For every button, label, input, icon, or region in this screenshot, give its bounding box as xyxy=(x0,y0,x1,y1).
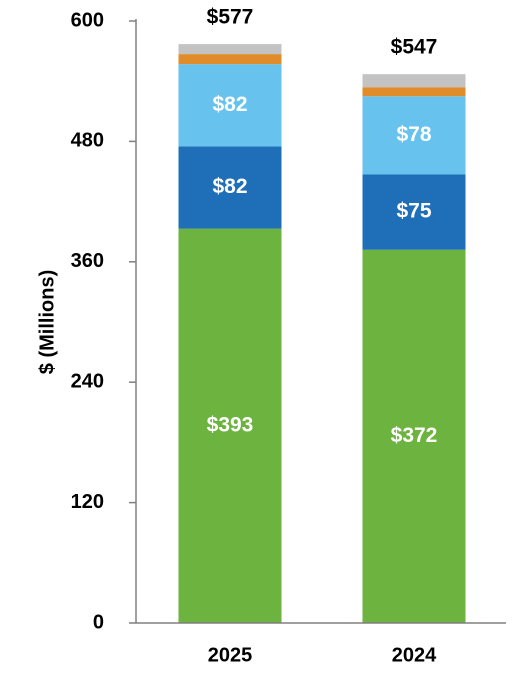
x-tick-layer: 2025 2024 xyxy=(208,644,437,666)
bar-segment-2024-s4 xyxy=(362,74,466,88)
y-axis-title-group: $ (Millions) xyxy=(36,270,58,374)
x-tick-label-2025: 2025 xyxy=(208,644,253,666)
bar-segment-2025-s4 xyxy=(178,44,282,55)
total-label-2025: $577 xyxy=(207,6,254,29)
data-label-2024-s0: $372 xyxy=(391,424,438,447)
data-label-2025-s1: $82 xyxy=(212,175,247,198)
bar-segment-2024-s1 xyxy=(362,174,466,250)
data-label-2025-s2: $82 xyxy=(212,93,247,116)
bar-segment-2025-s0 xyxy=(178,228,282,623)
bar-segment-2024-s0 xyxy=(362,249,466,623)
y-tick-label-0: 0 xyxy=(93,611,104,633)
data-label-2025-s0: $393 xyxy=(207,413,254,436)
y-tick-layer: 0 120 240 360 480 600 xyxy=(71,9,136,633)
y-axis-title: $ (Millions) xyxy=(36,270,58,374)
bars-layer xyxy=(178,44,466,623)
bar-segment-2025-s1 xyxy=(178,146,282,229)
data-label-layer: $393 $82 $82 $577 $372 $75 $78 $547 xyxy=(207,6,438,447)
bar-segment-2025-s2 xyxy=(178,64,282,147)
x-tick-label-2024: 2024 xyxy=(392,644,437,666)
y-tick-label-240: 240 xyxy=(71,370,104,392)
y-tick-label-120: 120 xyxy=(71,491,104,513)
data-label-2024-s2: $78 xyxy=(396,123,431,146)
y-tick-label-360: 360 xyxy=(71,250,104,272)
axes-layer xyxy=(135,19,506,624)
total-label-2024: $547 xyxy=(391,36,438,59)
y-tick-label-600: 600 xyxy=(71,9,104,31)
bar-segment-2025-s3 xyxy=(178,54,282,65)
data-label-2024-s1: $75 xyxy=(396,200,431,223)
bar-segment-2024-s3 xyxy=(362,87,466,97)
bar-segment-2024-s2 xyxy=(362,96,466,175)
y-tick-label-480: 480 xyxy=(71,130,104,152)
